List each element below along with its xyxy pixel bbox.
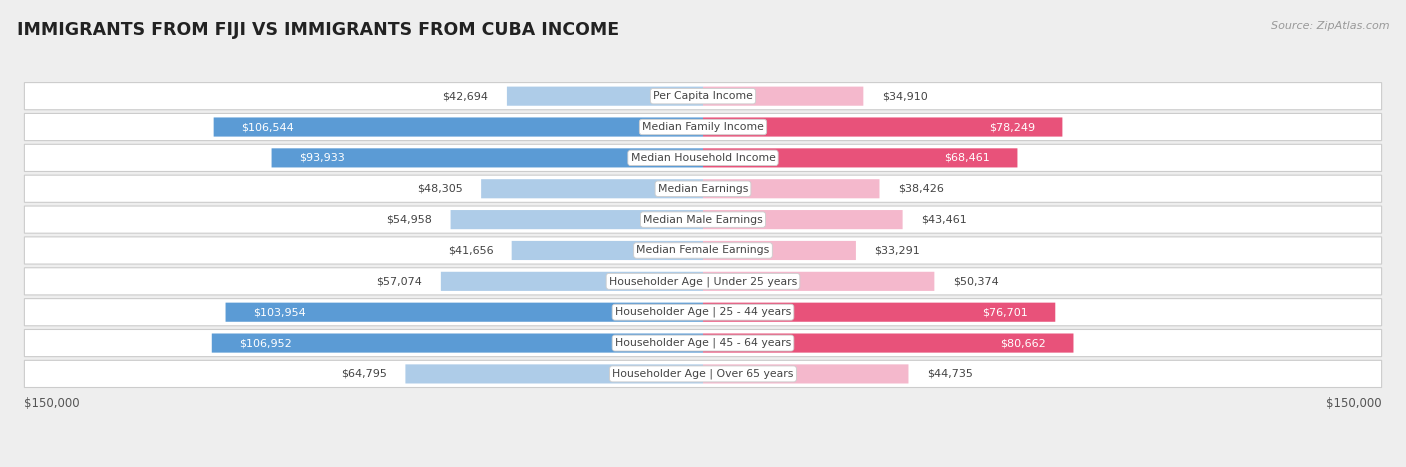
Text: $78,249: $78,249 bbox=[988, 122, 1035, 132]
Text: $41,656: $41,656 bbox=[447, 246, 494, 255]
Text: $57,074: $57,074 bbox=[377, 276, 422, 286]
FancyBboxPatch shape bbox=[703, 210, 903, 229]
Text: Householder Age | Over 65 years: Householder Age | Over 65 years bbox=[612, 368, 794, 379]
FancyBboxPatch shape bbox=[24, 144, 1382, 171]
Text: $33,291: $33,291 bbox=[875, 246, 920, 255]
FancyBboxPatch shape bbox=[24, 237, 1382, 264]
Text: Per Capita Income: Per Capita Income bbox=[652, 91, 754, 101]
FancyBboxPatch shape bbox=[703, 364, 908, 383]
FancyBboxPatch shape bbox=[441, 272, 703, 291]
FancyBboxPatch shape bbox=[225, 303, 703, 322]
FancyBboxPatch shape bbox=[703, 118, 1063, 136]
FancyBboxPatch shape bbox=[271, 149, 703, 168]
Text: Median Family Income: Median Family Income bbox=[643, 122, 763, 132]
FancyBboxPatch shape bbox=[24, 175, 1382, 202]
FancyBboxPatch shape bbox=[212, 333, 703, 353]
FancyBboxPatch shape bbox=[24, 113, 1382, 141]
Text: $76,701: $76,701 bbox=[981, 307, 1028, 317]
FancyBboxPatch shape bbox=[508, 86, 703, 106]
FancyBboxPatch shape bbox=[24, 330, 1382, 357]
Text: $44,735: $44,735 bbox=[927, 369, 973, 379]
FancyBboxPatch shape bbox=[450, 210, 703, 229]
Text: Householder Age | 45 - 64 years: Householder Age | 45 - 64 years bbox=[614, 338, 792, 348]
Text: $34,910: $34,910 bbox=[882, 91, 928, 101]
Text: $103,954: $103,954 bbox=[253, 307, 307, 317]
Text: $80,662: $80,662 bbox=[1000, 338, 1046, 348]
FancyBboxPatch shape bbox=[703, 86, 863, 106]
Text: $106,544: $106,544 bbox=[242, 122, 294, 132]
FancyBboxPatch shape bbox=[405, 364, 703, 383]
Text: Householder Age | Under 25 years: Householder Age | Under 25 years bbox=[609, 276, 797, 287]
Text: IMMIGRANTS FROM FIJI VS IMMIGRANTS FROM CUBA INCOME: IMMIGRANTS FROM FIJI VS IMMIGRANTS FROM … bbox=[17, 21, 619, 39]
Text: $150,000: $150,000 bbox=[1326, 397, 1382, 410]
Text: Median Earnings: Median Earnings bbox=[658, 184, 748, 194]
Text: $42,694: $42,694 bbox=[443, 91, 488, 101]
FancyBboxPatch shape bbox=[703, 272, 935, 291]
FancyBboxPatch shape bbox=[703, 303, 1056, 322]
Text: $48,305: $48,305 bbox=[418, 184, 463, 194]
FancyBboxPatch shape bbox=[24, 298, 1382, 326]
Text: $150,000: $150,000 bbox=[24, 397, 80, 410]
Text: $106,952: $106,952 bbox=[239, 338, 292, 348]
Text: Householder Age | 25 - 44 years: Householder Age | 25 - 44 years bbox=[614, 307, 792, 318]
FancyBboxPatch shape bbox=[703, 179, 880, 198]
FancyBboxPatch shape bbox=[24, 361, 1382, 388]
Text: $50,374: $50,374 bbox=[953, 276, 998, 286]
FancyBboxPatch shape bbox=[24, 83, 1382, 110]
FancyBboxPatch shape bbox=[703, 149, 1018, 168]
Text: Median Household Income: Median Household Income bbox=[630, 153, 776, 163]
FancyBboxPatch shape bbox=[24, 268, 1382, 295]
FancyBboxPatch shape bbox=[703, 241, 856, 260]
Text: $93,933: $93,933 bbox=[299, 153, 344, 163]
Text: $68,461: $68,461 bbox=[945, 153, 990, 163]
FancyBboxPatch shape bbox=[703, 333, 1073, 353]
Text: $64,795: $64,795 bbox=[342, 369, 387, 379]
FancyBboxPatch shape bbox=[214, 118, 703, 136]
Text: $43,461: $43,461 bbox=[921, 215, 967, 225]
FancyBboxPatch shape bbox=[24, 206, 1382, 233]
Text: Source: ZipAtlas.com: Source: ZipAtlas.com bbox=[1271, 21, 1389, 31]
Text: $54,958: $54,958 bbox=[387, 215, 432, 225]
FancyBboxPatch shape bbox=[512, 241, 703, 260]
FancyBboxPatch shape bbox=[481, 179, 703, 198]
Text: Median Female Earnings: Median Female Earnings bbox=[637, 246, 769, 255]
Text: $38,426: $38,426 bbox=[898, 184, 943, 194]
Text: Median Male Earnings: Median Male Earnings bbox=[643, 215, 763, 225]
